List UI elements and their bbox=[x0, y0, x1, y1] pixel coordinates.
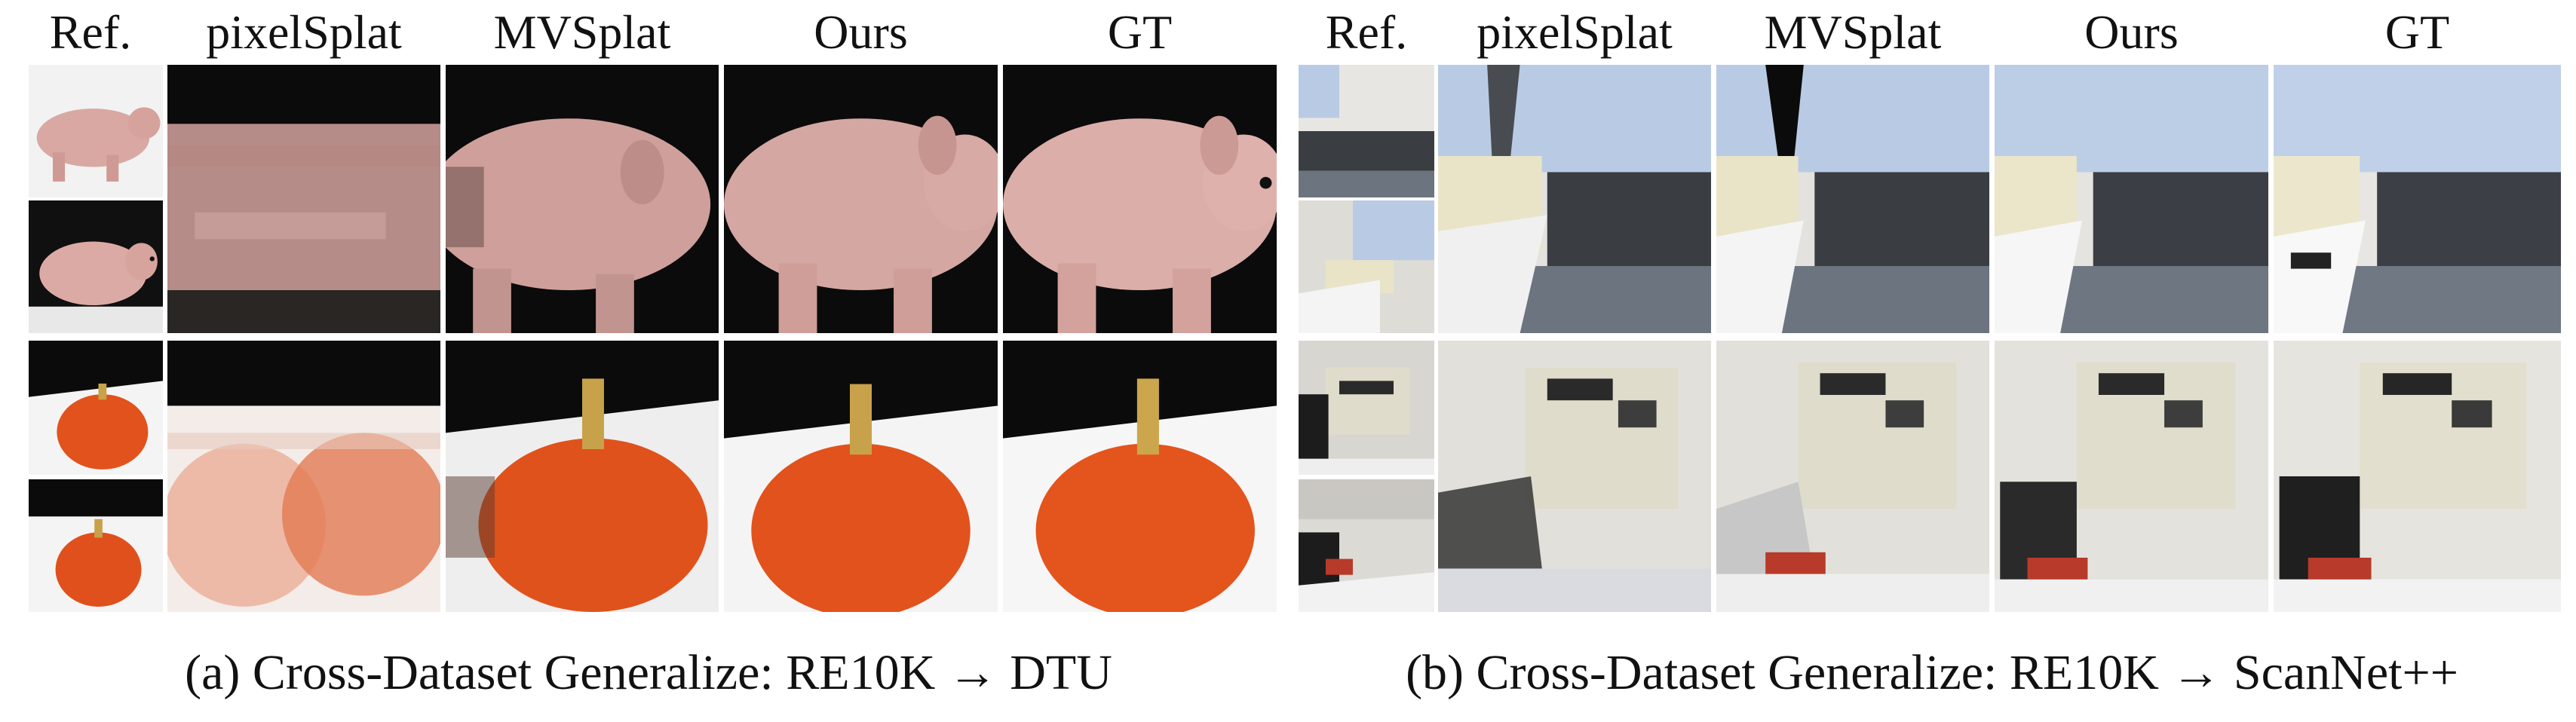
pumpkin-pixelsplat-render bbox=[167, 341, 440, 612]
panel-b-header-mvsplat: MVSplat bbox=[1764, 5, 1942, 59]
panel-b-header-gt: GT bbox=[2384, 5, 2450, 59]
printer-mvsplat-render bbox=[1716, 341, 1989, 612]
room-pixelsplat-render bbox=[1438, 65, 1711, 333]
panel-b-header-ours: Ours bbox=[2084, 5, 2179, 59]
pig-pixelsplat-render bbox=[167, 65, 440, 333]
room-mvsplat-render bbox=[1716, 65, 1989, 333]
panel-a-caption: (a) Cross-Dataset Generalize: RE10K → DT… bbox=[185, 645, 1112, 700]
panel-a-header-ref: Ref. bbox=[49, 5, 132, 59]
pumpkin-ref-view-2 bbox=[29, 479, 163, 612]
printer-gt-image bbox=[2274, 341, 2561, 612]
printer-ours-render bbox=[1995, 341, 2268, 612]
panel-a-header-gt: GT bbox=[1107, 5, 1173, 59]
pumpkin-ours-render bbox=[724, 341, 998, 612]
panel-b-caption: (b) Cross-Dataset Generalize: RE10K → Sc… bbox=[1406, 645, 2458, 700]
panel-a-header-pixelsplat: pixelSplat bbox=[206, 5, 402, 59]
pig-ref-view-2 bbox=[29, 200, 163, 333]
pig-ours-render bbox=[724, 65, 998, 333]
pumpkin-ref-view-1 bbox=[29, 341, 163, 475]
room-ours-render bbox=[1995, 65, 2268, 333]
printer-pixelsplat-render bbox=[1438, 341, 1711, 612]
panel-b-header-ref: Ref. bbox=[1325, 5, 1408, 59]
panel-b-header-pixelsplat: pixelSplat bbox=[1477, 5, 1673, 59]
pumpkin-gt-image bbox=[1003, 341, 1277, 612]
room-gt-image bbox=[2274, 65, 2561, 333]
pig-mvsplat-render bbox=[446, 65, 719, 333]
panel-a-header-ours: Ours bbox=[814, 5, 908, 59]
printer-ref-view-1 bbox=[1299, 341, 1434, 475]
panel-a-header-mvsplat: MVSplat bbox=[493, 5, 671, 59]
printer-ref-view-2 bbox=[1299, 479, 1434, 612]
room-ref-view-1 bbox=[1299, 65, 1434, 197]
pumpkin-mvsplat-render bbox=[446, 341, 719, 612]
room-ref-view-2 bbox=[1299, 200, 1434, 333]
pig-gt-image bbox=[1003, 65, 1277, 333]
pig-ref-view-1 bbox=[29, 65, 163, 197]
